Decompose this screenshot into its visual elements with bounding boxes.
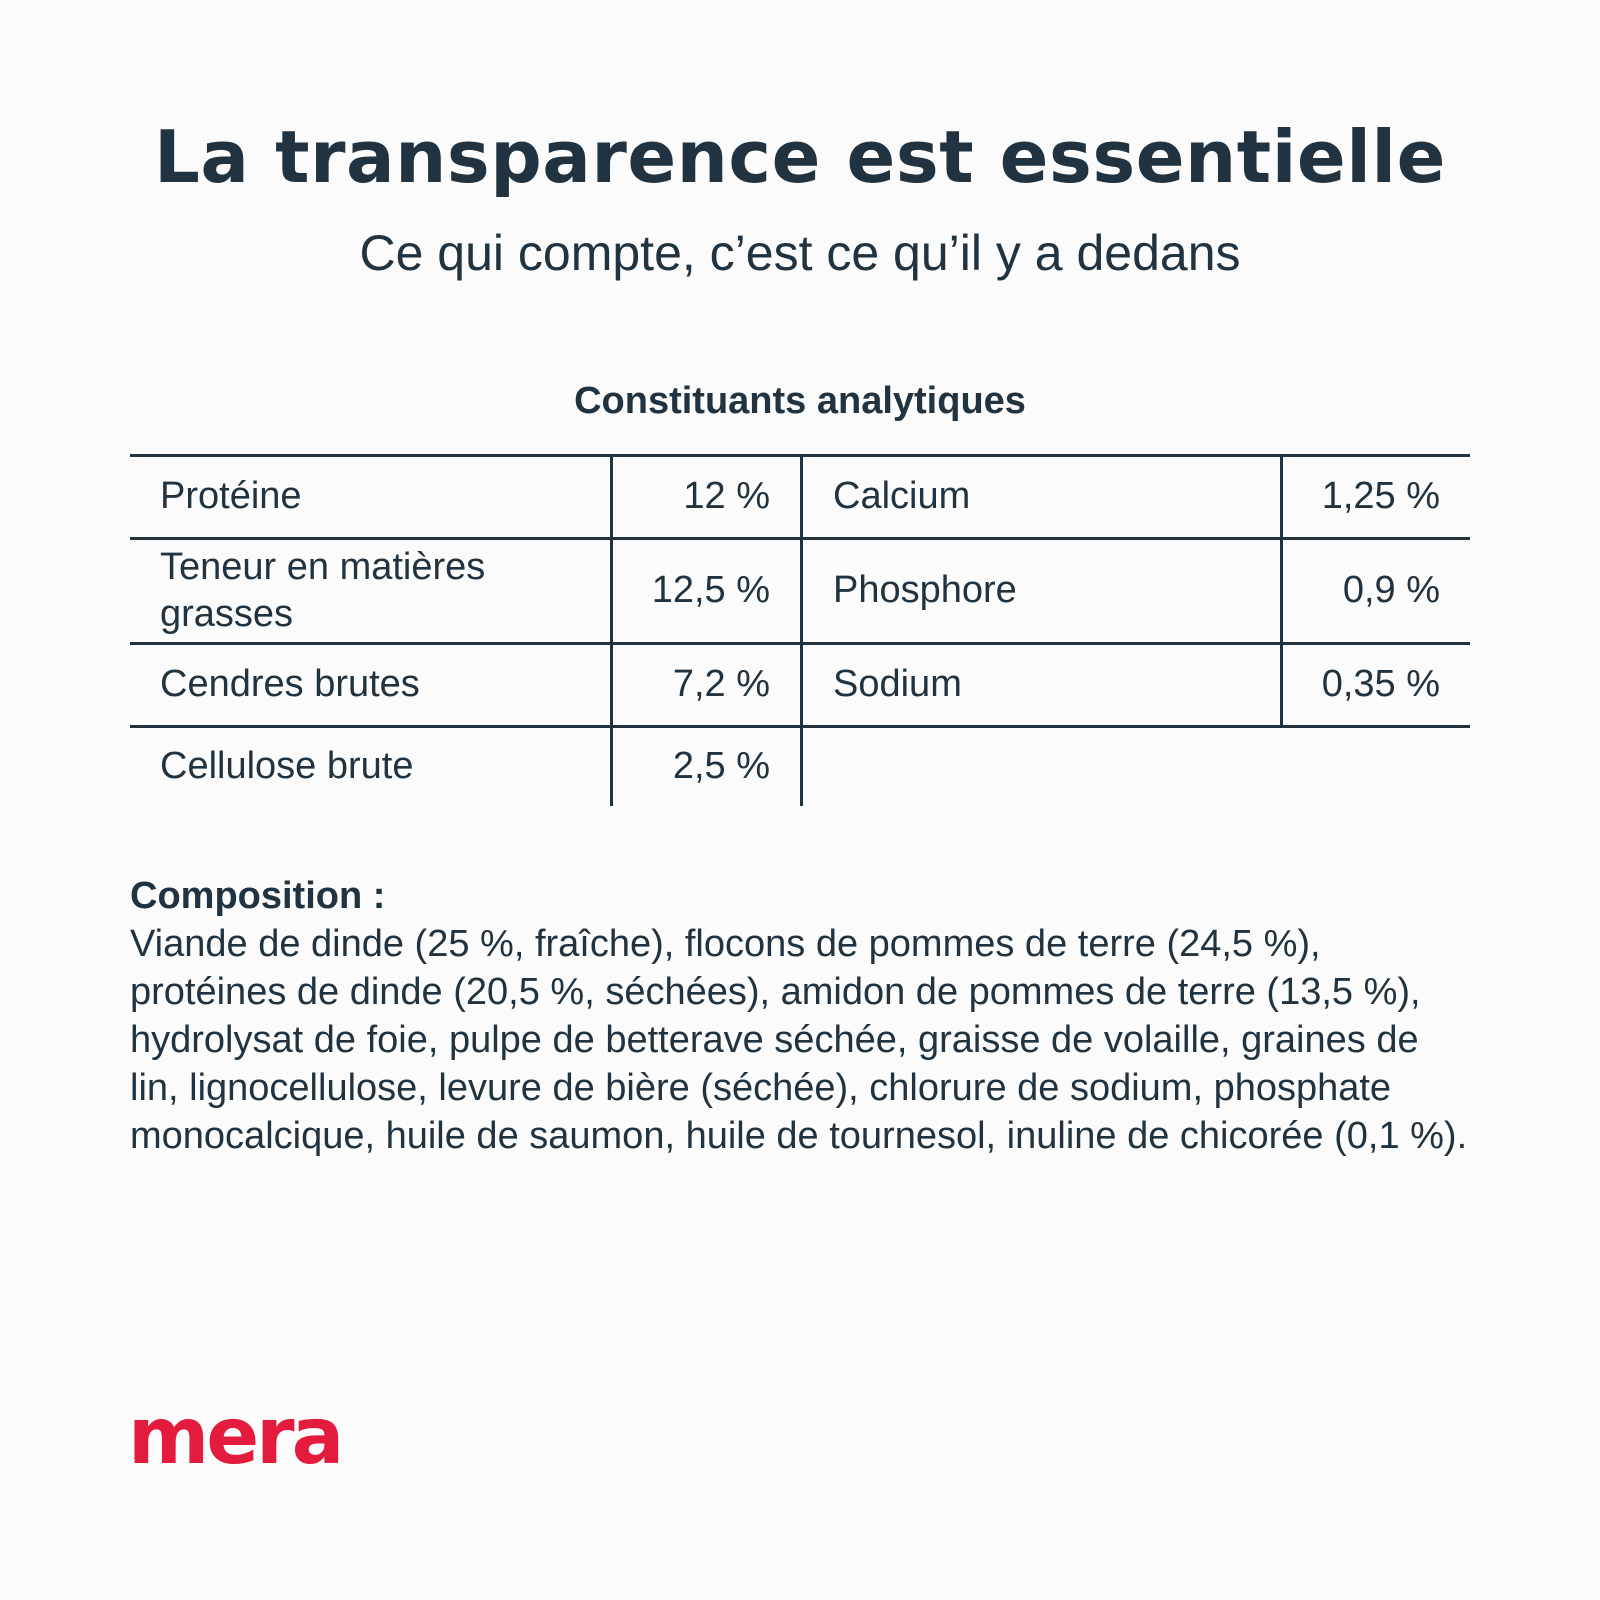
composition-text: Viande de dinde (25 %, fraîche), flocons… [130, 923, 1468, 1157]
nutrient-value: 7,2 % [610, 645, 800, 725]
nutrient-name: Phosphore [800, 540, 1280, 642]
nutrient-name: Calcium [800, 457, 1280, 537]
nutrient-name: Cellulose brute [160, 745, 414, 788]
empty-cell [800, 728, 1470, 806]
nutrient-value: 1,25 % [1280, 457, 1470, 537]
composition-heading: Composition : [130, 875, 386, 917]
page-title: La transparence est essentielle [154, 115, 1446, 199]
table-row: Protéine 12 % Calcium 1,25 % [130, 454, 1470, 537]
nutrient-name: Sodium [800, 645, 1280, 725]
page-subtitle: Ce qui compte, c’est ce qu’il y a dedans [359, 225, 1241, 281]
analysis-table: Protéine 12 % Calcium 1,25 % Teneur en m… [130, 454, 1470, 806]
table-row: Teneur en matières grasses 12,5 % Phosph… [130, 537, 1470, 642]
nutrient-value: 2,5 % [610, 728, 800, 806]
nutrient-value: 0,35 % [1280, 645, 1470, 725]
nutrient-name: Cendres brutes [160, 663, 420, 706]
composition-section: Composition : Viande de dinde (25 %, fra… [130, 872, 1470, 1160]
nutrient-name: Protéine [160, 475, 302, 518]
mera-logo: mera [128, 1392, 344, 1482]
table-row: Cendres brutes 7,2 % Sodium 0,35 % [130, 642, 1470, 725]
table-row: Cellulose brute 2,5 % [130, 725, 1470, 806]
nutrient-value: 12 % [610, 457, 800, 537]
nutrient-value: 0,9 % [1280, 540, 1470, 642]
nutrient-value: 12,5 % [610, 540, 800, 642]
nutrient-name: Teneur en matières grasses [160, 545, 486, 636]
analysis-table-title: Constituants analytiques [574, 380, 1026, 422]
